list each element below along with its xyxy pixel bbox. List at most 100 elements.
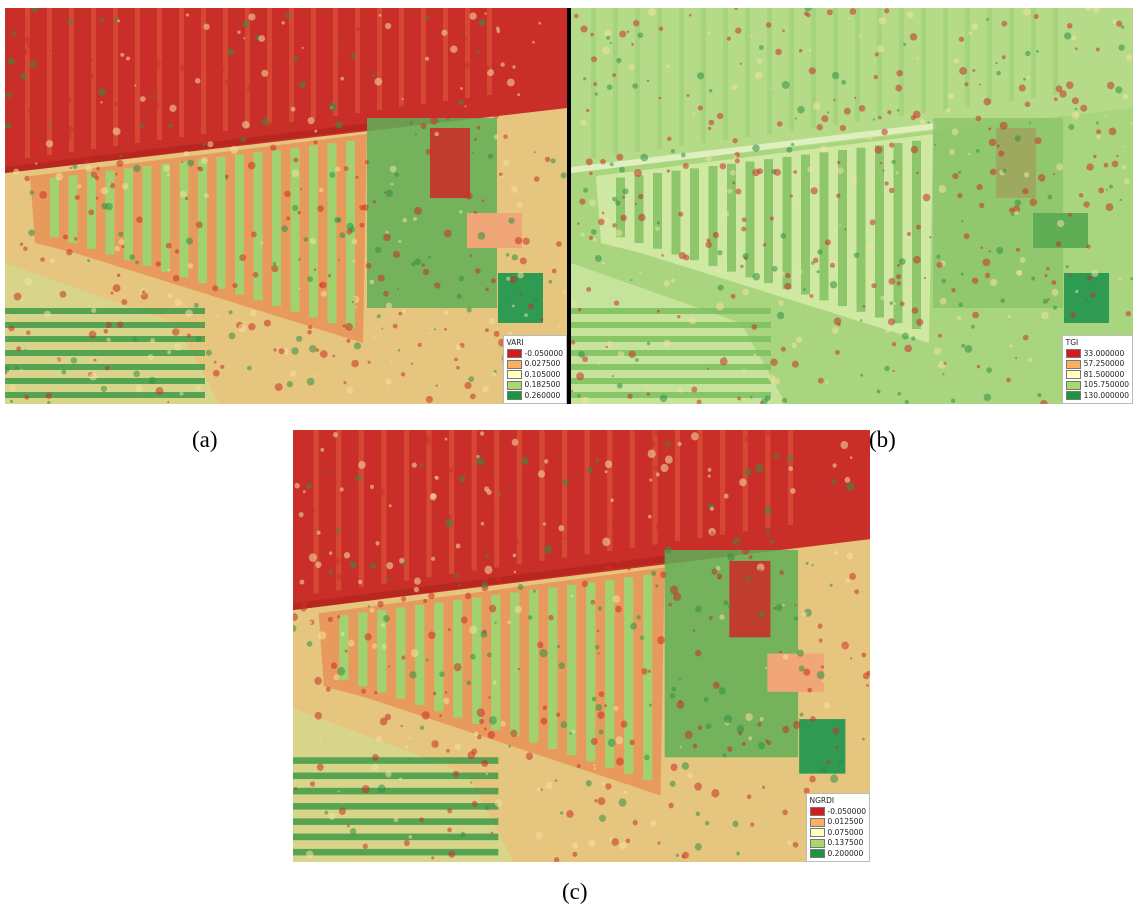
speckle bbox=[538, 470, 545, 478]
speckle bbox=[719, 687, 726, 694]
speckle bbox=[892, 342, 896, 346]
image-region bbox=[877, 8, 882, 119]
speckle bbox=[282, 55, 284, 57]
speckle bbox=[373, 200, 376, 203]
speckle bbox=[270, 145, 276, 151]
speckle bbox=[273, 129, 279, 135]
speckle bbox=[835, 350, 840, 355]
speckle bbox=[104, 115, 109, 120]
speckle bbox=[572, 852, 577, 857]
speckle bbox=[1090, 292, 1096, 298]
speckle bbox=[293, 56, 298, 61]
speckle bbox=[453, 770, 459, 777]
speckle bbox=[850, 456, 853, 459]
speckle bbox=[846, 579, 850, 583]
speckle bbox=[777, 312, 784, 319]
speckle bbox=[1001, 21, 1007, 27]
legend-label: 0.182500 bbox=[525, 380, 561, 391]
speckle bbox=[444, 310, 449, 315]
speckle bbox=[541, 717, 548, 724]
speckle bbox=[318, 631, 326, 639]
speckle bbox=[648, 670, 651, 673]
speckle bbox=[946, 108, 950, 112]
speckle bbox=[275, 383, 283, 391]
speckle bbox=[314, 130, 317, 133]
speckle bbox=[1096, 134, 1101, 139]
speckle bbox=[606, 346, 608, 348]
speckle bbox=[597, 362, 600, 365]
speckle bbox=[430, 117, 438, 125]
speckle bbox=[12, 144, 15, 147]
speckle bbox=[338, 790, 340, 792]
speckle bbox=[1124, 146, 1126, 148]
crop-row bbox=[571, 364, 771, 370]
speckle bbox=[586, 780, 592, 786]
speckle bbox=[595, 92, 598, 95]
speckle bbox=[708, 468, 712, 472]
speckle bbox=[713, 682, 720, 689]
speckle bbox=[986, 367, 992, 373]
speckle bbox=[785, 273, 790, 278]
speckle bbox=[613, 595, 620, 603]
speckle bbox=[627, 567, 630, 570]
speckle bbox=[691, 432, 699, 440]
speckle bbox=[180, 191, 187, 198]
speckle bbox=[1000, 122, 1008, 130]
speckle bbox=[315, 712, 322, 720]
speckle bbox=[166, 35, 170, 39]
speckle bbox=[910, 33, 917, 40]
speckle bbox=[617, 383, 623, 389]
speckle bbox=[1096, 47, 1100, 51]
speckle bbox=[261, 118, 268, 125]
speckle bbox=[655, 227, 660, 232]
speckle bbox=[632, 83, 638, 89]
speckle bbox=[167, 350, 171, 354]
speckle bbox=[243, 37, 245, 39]
speckle bbox=[693, 744, 698, 749]
image-region bbox=[539, 430, 544, 561]
speckle bbox=[836, 194, 840, 198]
speckle bbox=[770, 216, 774, 220]
speckle bbox=[782, 398, 787, 403]
speckle bbox=[571, 390, 573, 392]
panel-label: (a) bbox=[192, 427, 218, 453]
speckle bbox=[421, 123, 427, 129]
speckle bbox=[156, 261, 161, 266]
speckle bbox=[683, 163, 689, 169]
speckle bbox=[140, 71, 144, 75]
speckle bbox=[902, 333, 909, 340]
image-region bbox=[899, 8, 904, 116]
speckle bbox=[672, 687, 677, 692]
speckle bbox=[884, 181, 888, 185]
speckle bbox=[1093, 155, 1096, 158]
speckle bbox=[1031, 276, 1035, 280]
speckle bbox=[1023, 335, 1029, 341]
aerial-image bbox=[571, 8, 1133, 404]
speckle bbox=[753, 353, 756, 356]
speckle bbox=[329, 172, 335, 178]
speckle bbox=[46, 393, 52, 399]
speckle bbox=[659, 97, 661, 99]
speckle bbox=[49, 50, 52, 53]
speckle bbox=[446, 749, 450, 753]
image-region bbox=[465, 8, 470, 98]
speckle bbox=[627, 30, 630, 33]
speckle bbox=[30, 82, 36, 88]
speckle bbox=[614, 300, 619, 305]
speckle bbox=[175, 249, 180, 254]
speckle bbox=[237, 88, 245, 96]
speckle bbox=[924, 277, 926, 279]
speckle bbox=[663, 340, 671, 348]
speckle bbox=[401, 596, 406, 601]
speckle bbox=[556, 241, 562, 247]
speckle bbox=[485, 554, 488, 558]
speckle bbox=[409, 493, 414, 499]
speckle bbox=[596, 458, 600, 462]
speckle bbox=[195, 385, 201, 391]
speckle bbox=[557, 645, 560, 648]
speckle bbox=[140, 96, 146, 102]
speckle bbox=[784, 283, 791, 290]
speckle bbox=[619, 798, 627, 806]
speckle bbox=[314, 268, 317, 271]
speckle bbox=[5, 122, 12, 129]
